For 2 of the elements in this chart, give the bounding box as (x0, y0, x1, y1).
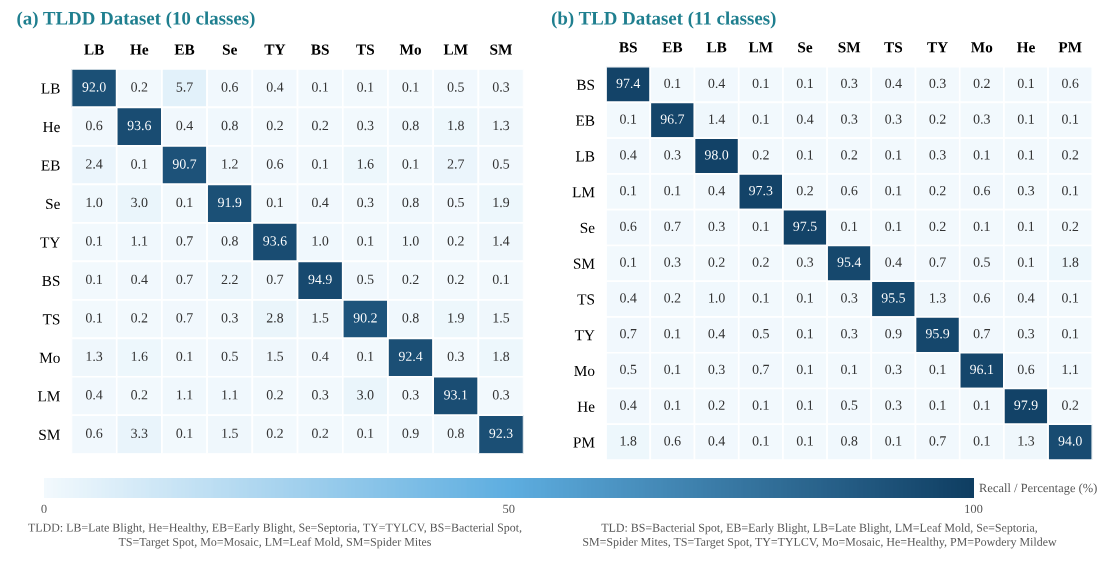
chart-title: (a) TLDD Dataset (10 classes) (17, 11, 255, 29)
chart-title: (b) TLD Dataset (11 classes) (551, 11, 776, 29)
